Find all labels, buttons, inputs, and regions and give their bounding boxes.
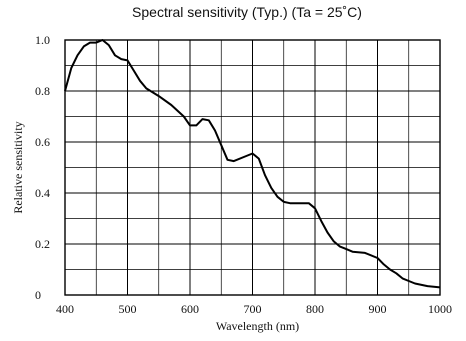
y-tick-label: 0: [35, 288, 41, 302]
y-tick-label: 0.6: [35, 135, 50, 149]
y-tick-label: 0.8: [35, 84, 50, 98]
y-tick-label: 0.4: [35, 186, 50, 200]
plot-frame: [64, 39, 441, 296]
x-tick-label: 600: [181, 302, 199, 316]
x-tick-label: 400: [56, 302, 74, 316]
x-tick-label: 800: [306, 302, 324, 316]
x-tick-label: 500: [119, 302, 137, 316]
x-axis-label: Wavelength (nm): [216, 319, 299, 333]
y-tick-label: 0.2: [35, 237, 50, 251]
x-tick-label: 1000: [428, 302, 452, 316]
y-tick-label: 1.0: [35, 33, 50, 47]
y-axis-label: Relative sensitivity: [11, 121, 25, 213]
x-tick-label: 700: [244, 302, 262, 316]
x-tick-label: 900: [369, 302, 387, 316]
chart-title: Spectral sensitivity (Typ.) (Ta = 25˚C): [132, 4, 362, 20]
series-line: [64, 39, 441, 289]
